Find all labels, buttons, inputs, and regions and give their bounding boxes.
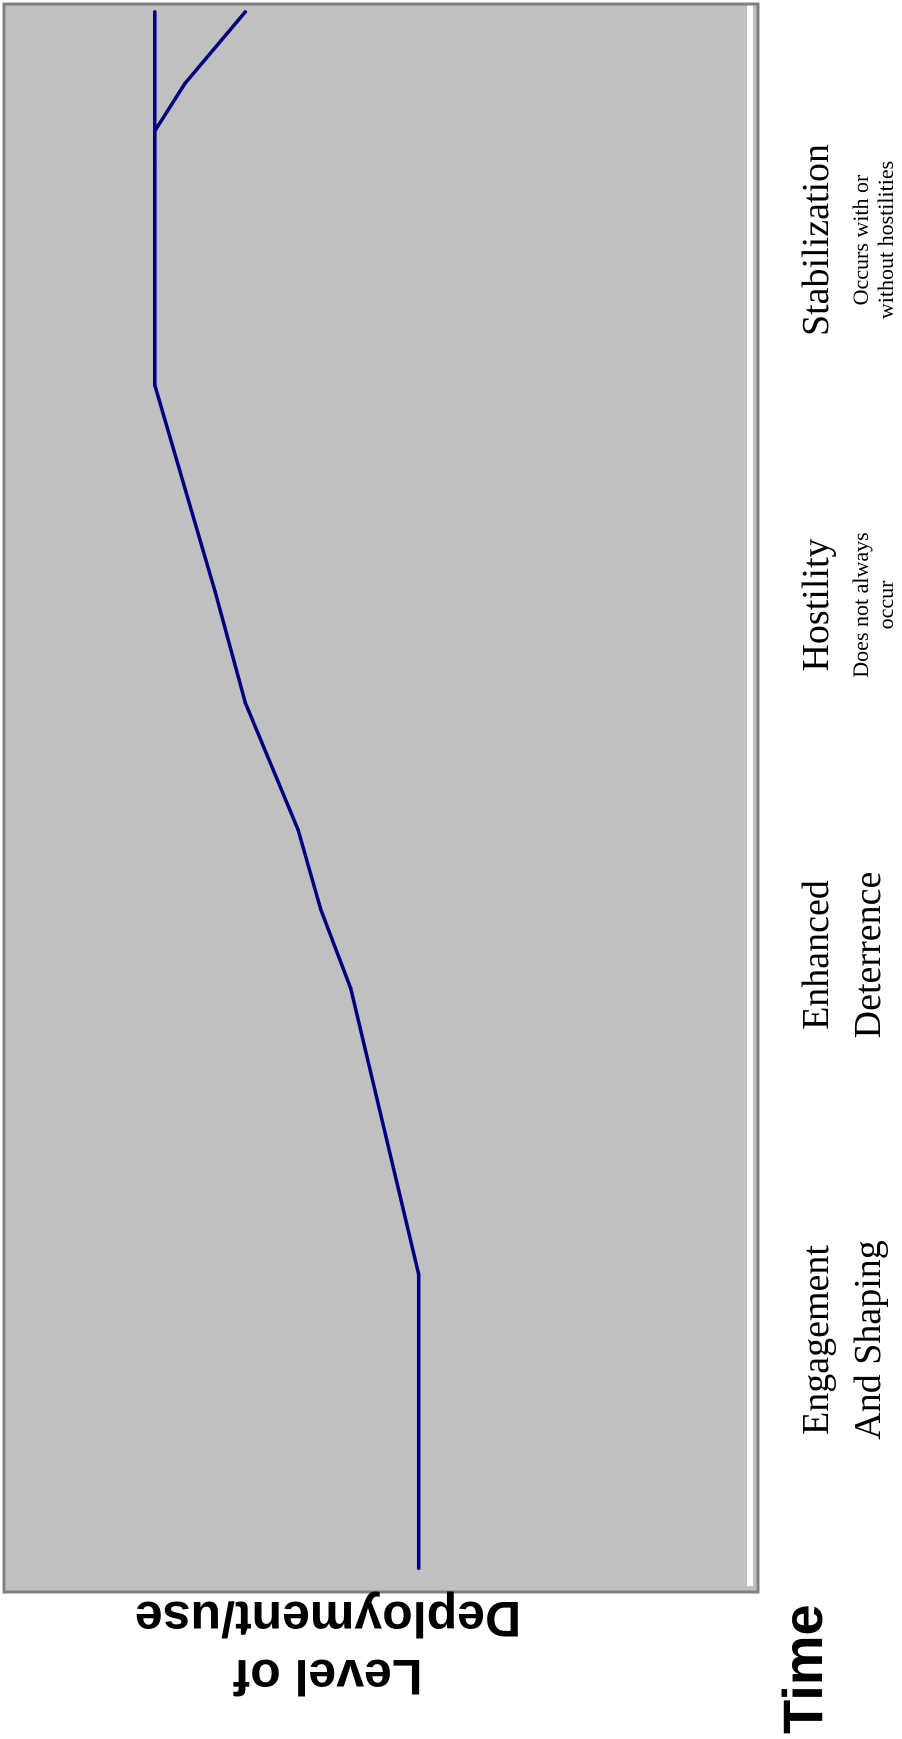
data-point bbox=[416, 1288, 421, 1293]
data-point bbox=[416, 1272, 421, 1277]
phase-note-hostility-line2: occur bbox=[873, 580, 898, 630]
phase-note-stabilization: Occurs with or bbox=[848, 174, 873, 305]
x-axis-label: Time bbox=[771, 1604, 834, 1734]
data-point bbox=[318, 907, 323, 911]
phase-label-stabilization: Stabilization bbox=[795, 144, 837, 336]
data-point bbox=[183, 81, 187, 86]
y-axis-label-line-2: Deployment/use bbox=[135, 1591, 521, 1647]
y-axis-label-line-1: Level of bbox=[233, 1649, 422, 1705]
phase-label-engagement-line2: And Shaping bbox=[847, 1240, 889, 1440]
phase-label-hostility: Hostility bbox=[795, 538, 837, 671]
series-line-1 bbox=[153, 11, 421, 1569]
data-point bbox=[213, 589, 217, 594]
data-point bbox=[243, 10, 248, 14]
plot-area bbox=[4, 4, 758, 1592]
series-layer bbox=[153, 10, 421, 1570]
phase-label-enhanced: Enhanced bbox=[795, 880, 837, 1030]
data-point bbox=[349, 986, 353, 991]
data-point bbox=[153, 10, 157, 14]
y-axis-label: Level ofDeployment/use bbox=[135, 1591, 521, 1705]
data-point bbox=[296, 828, 300, 832]
phase-note-hostility: Does not always bbox=[848, 532, 873, 677]
data-point bbox=[153, 129, 157, 133]
data-point bbox=[243, 700, 248, 705]
data-point bbox=[153, 383, 157, 387]
phase-note-stabilization-line2: without hostilities bbox=[873, 161, 898, 319]
data-point bbox=[416, 1566, 421, 1570]
phase-label-enhanced-line2: Deterrence bbox=[847, 872, 889, 1039]
phase-labels: Engagement And Shaping Enhanced Deterrence H… bbox=[795, 144, 898, 1440]
phase-label-engagement: Engagement bbox=[795, 1245, 837, 1435]
data-point bbox=[153, 161, 157, 165]
plot-frame bbox=[2, 2, 760, 1594]
